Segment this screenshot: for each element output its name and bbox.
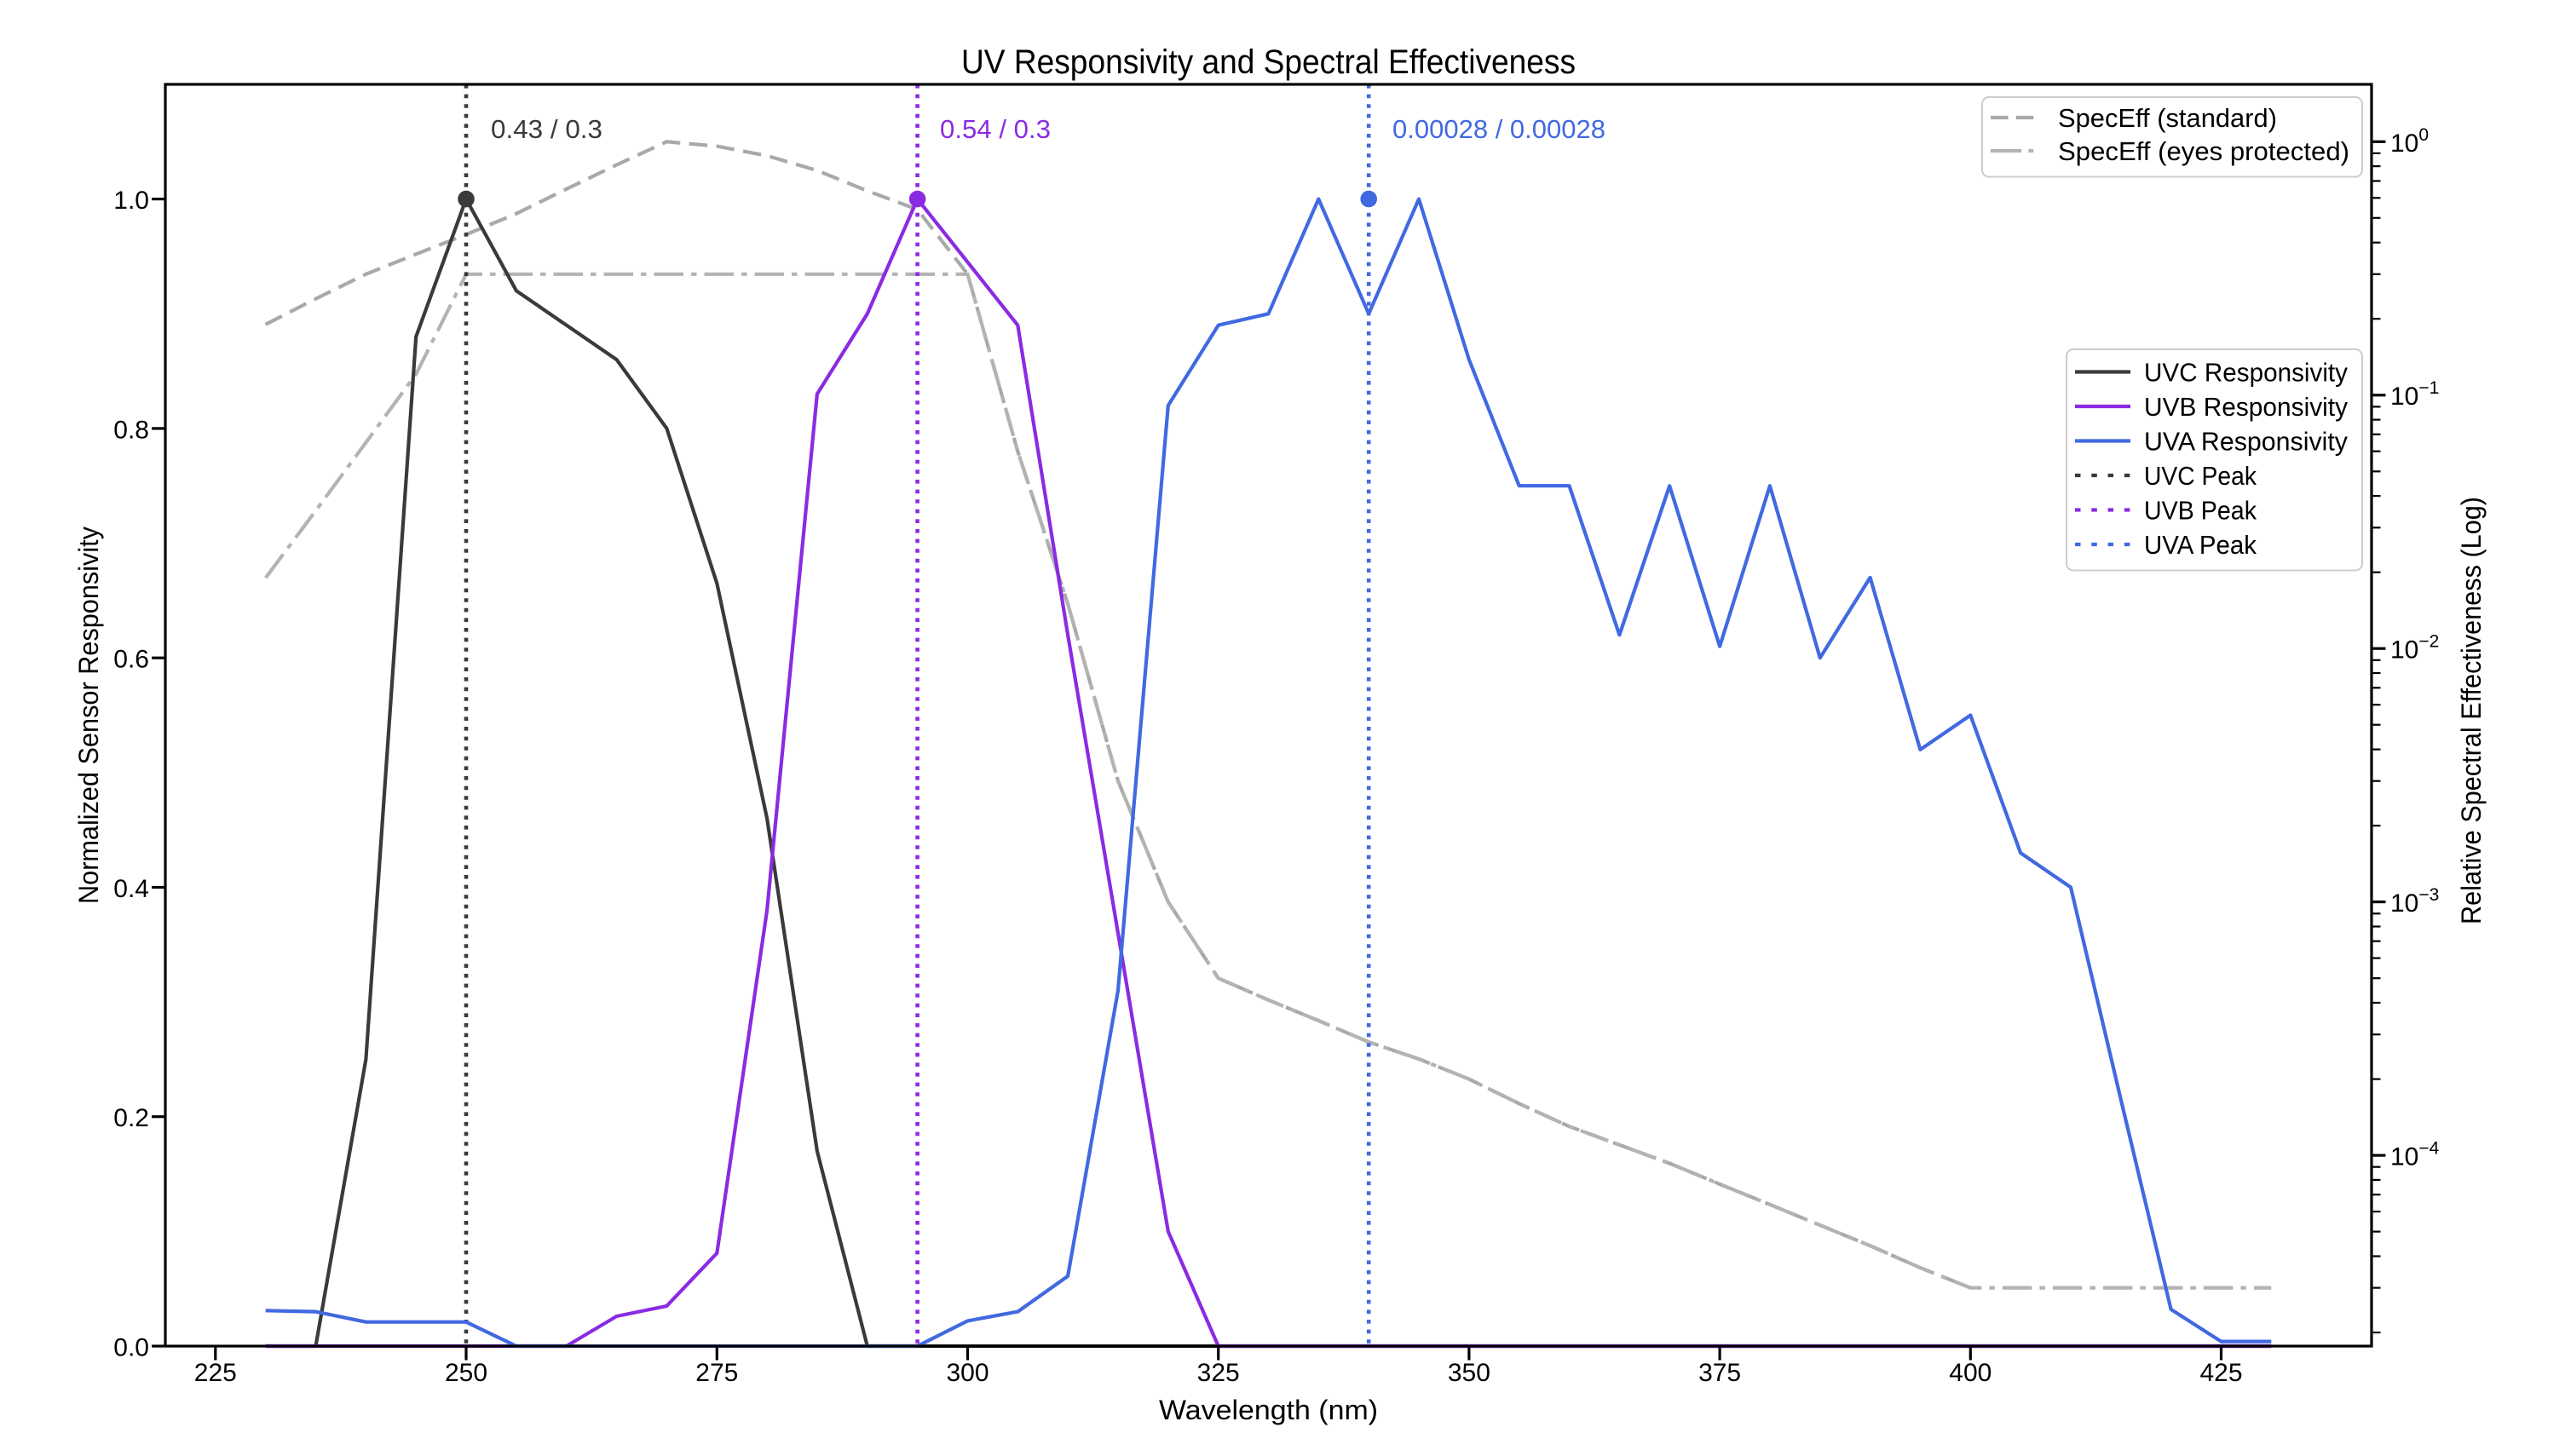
svg-text:400: 400 [1949, 1359, 1991, 1387]
svg-text:Wavelength (nm): Wavelength (nm) [1159, 1395, 1378, 1425]
svg-text:SpecEff (standard): SpecEff (standard) [2058, 103, 2277, 133]
svg-text:UVA Responsivity: UVA Responsivity [2144, 427, 2348, 457]
svg-text:350: 350 [1448, 1359, 1490, 1387]
svg-text:UVC Peak: UVC Peak [2144, 461, 2257, 491]
svg-text:0.8: 0.8 [113, 416, 149, 444]
svg-text:0.6: 0.6 [113, 646, 149, 674]
svg-text:325: 325 [1197, 1359, 1240, 1387]
svg-text:Relative Spectral Effectivenes: Relative Spectral Effectiveness (Log) [2456, 497, 2487, 924]
svg-text:275: 275 [695, 1359, 738, 1387]
svg-text:0.2: 0.2 [113, 1104, 149, 1132]
svg-text:0.54 / 0.3: 0.54 / 0.3 [940, 114, 1051, 144]
svg-text:UVB Peak: UVB Peak [2144, 496, 2257, 526]
svg-text:1.0: 1.0 [113, 187, 149, 215]
svg-text:0.4: 0.4 [113, 875, 149, 903]
svg-text:300: 300 [946, 1359, 989, 1387]
svg-text:425: 425 [2199, 1359, 2242, 1387]
svg-text:UVB Responsivity: UVB Responsivity [2144, 392, 2348, 422]
svg-text:10−2: 10−2 [2390, 632, 2439, 665]
svg-text:0.43 / 0.3: 0.43 / 0.3 [491, 114, 602, 144]
svg-text:SpecEff (eyes protected): SpecEff (eyes protected) [2058, 136, 2349, 166]
svg-text:225: 225 [194, 1359, 237, 1387]
svg-text:UVC Responsivity: UVC Responsivity [2144, 358, 2348, 388]
svg-text:375: 375 [1698, 1359, 1741, 1387]
svg-text:0.0: 0.0 [113, 1334, 149, 1362]
svg-text:Normalized Sensor Responsivity: Normalized Sensor Responsivity [73, 527, 104, 904]
svg-text:UVA Peak: UVA Peak [2144, 530, 2257, 560]
svg-text:0.00028 / 0.00028: 0.00028 / 0.00028 [1392, 114, 1605, 144]
svg-text:UV Responsivity and Spectral E: UV Responsivity and Spectral Effectivene… [961, 43, 1576, 81]
svg-text:250: 250 [445, 1359, 487, 1387]
